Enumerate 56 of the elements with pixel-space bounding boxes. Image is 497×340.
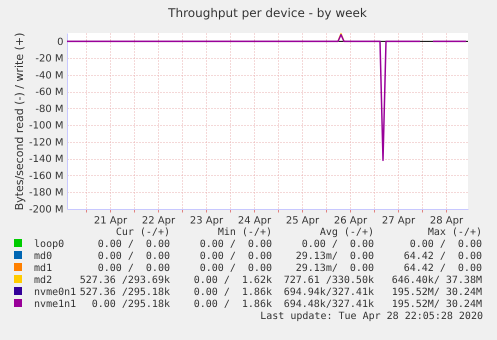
y-tick-label: 0 xyxy=(57,36,64,48)
x-tick-label: 23 Apr xyxy=(190,216,224,226)
text: 0.00 / 0.00 xyxy=(96,250,170,262)
x-tick-label: 24 Apr xyxy=(238,216,272,226)
legend-label: md0 xyxy=(33,250,54,262)
text: 0.00 / 0.00 xyxy=(300,238,374,250)
text: 0.00 / 0.00 xyxy=(408,238,482,250)
text: Last update: Tue Apr 28 22:05:28 2020 xyxy=(260,311,483,322)
y-tick-label: -60 M xyxy=(35,87,64,98)
x-tick-label: 22 Apr xyxy=(142,216,176,226)
text: 0.00 / 0.00 xyxy=(96,238,170,250)
legend-label: md1 xyxy=(33,262,54,274)
text: Avg (-/+) xyxy=(320,226,374,238)
y-axis-title: Bytes/second read (-) / write (+) xyxy=(13,32,26,210)
legend-label: nvme0n1 xyxy=(33,286,78,298)
text: 694.94k/327.41k xyxy=(282,286,374,298)
x-tick-label: 25 Apr xyxy=(286,216,320,226)
legend-label: nvme1n1 xyxy=(33,298,78,310)
x-tick-label: 28 Apr xyxy=(430,216,464,226)
y-tick-label: -100 M xyxy=(28,120,64,132)
legend-label: loop0 xyxy=(33,238,66,250)
y-tick-label: -200 M xyxy=(28,204,64,216)
y-tick-label: -180 M xyxy=(28,188,64,199)
text: 527.36 /295.18k xyxy=(78,286,170,298)
text: 0.00 / 1.86k xyxy=(192,286,272,298)
text: 64.42 / 0.00 xyxy=(402,250,482,262)
y-tick-label: -160 M xyxy=(28,170,64,182)
text: 195.52M/ 30.24M xyxy=(390,298,482,310)
legend-label: md2 xyxy=(33,274,54,286)
text: 0.00 /295.18k xyxy=(90,298,170,310)
text: 195.52M/ 30.24M xyxy=(390,286,482,298)
y-tick-label: -20 M xyxy=(35,54,64,65)
text: 646.40k/ 37.38M xyxy=(390,274,482,286)
y-tick-label: -140 M xyxy=(28,154,64,166)
y-tick-label: -80 M xyxy=(35,104,64,115)
text: 694.48k/327.41k xyxy=(282,298,374,310)
text: 727.61 /330.50k xyxy=(282,274,374,286)
text: 29.13m/ 0.00 xyxy=(294,262,374,274)
text: 29.13m/ 0.00 xyxy=(294,250,374,262)
text: 0.00 / 1.62k xyxy=(192,274,272,286)
text: 0.00 / 0.00 xyxy=(198,262,272,274)
text: Cur (-/+) xyxy=(116,226,170,238)
chart-title: Throughput per device - by week xyxy=(167,6,367,20)
x-tick-label: 26 Apr xyxy=(334,216,368,226)
x-tick-label: 27 Apr xyxy=(382,216,416,226)
y-tick-label: -40 M xyxy=(35,70,64,82)
text: Max (-/+) xyxy=(426,226,482,238)
text: 0.00 / 0.00 xyxy=(198,238,272,250)
x-tick-label: 21 Apr xyxy=(94,216,128,226)
y-tick-label: -120 M xyxy=(28,137,64,148)
text: 527.36 /293.69k xyxy=(78,274,170,286)
text: 0.00 / 1.86k xyxy=(192,298,272,310)
text: 0.00 / 0.00 xyxy=(96,262,170,274)
text: 64.42 / 0.00 xyxy=(402,262,482,274)
text: 0.00 / 0.00 xyxy=(198,250,272,262)
text: Min (-/+) xyxy=(218,226,272,238)
